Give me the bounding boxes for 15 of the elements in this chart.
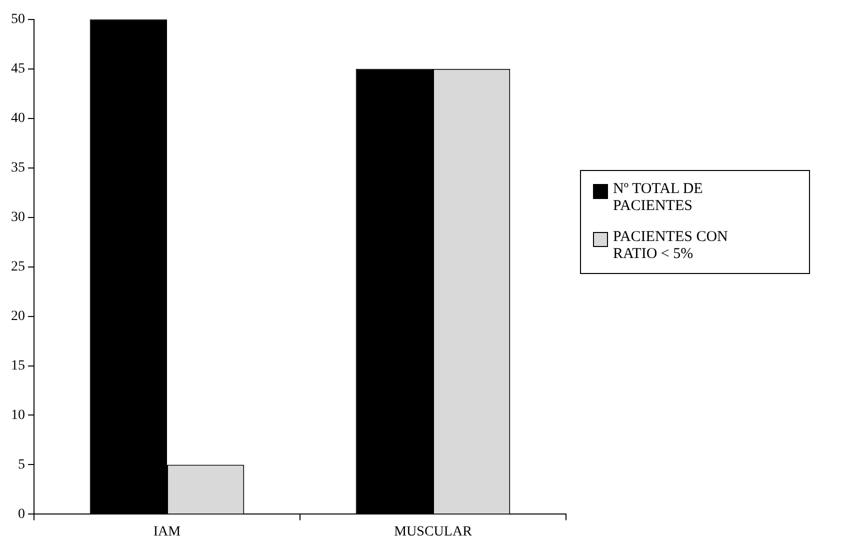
y-tick-label: 5	[18, 457, 25, 472]
y-tick-label: 10	[11, 408, 25, 423]
y-tick-label: 50	[11, 12, 25, 28]
x-tick-label: IAM	[153, 524, 182, 540]
legend-label: Nº TOTAL DE PACIENTES	[613, 181, 704, 215]
legend-label: PACIENTES CON RATIO < 5%	[613, 229, 729, 263]
y-tick-label: 25	[11, 259, 25, 274]
y-tick-label: 40	[11, 111, 25, 126]
y-tick-label: 20	[11, 308, 25, 324]
y-tick-label: 0	[18, 506, 25, 522]
x-tick-label: MUSCULAR	[394, 524, 473, 540]
y-tick-label: 30	[11, 210, 25, 225]
y-tick-label: 35	[11, 160, 25, 176]
y-tick-label: 15	[11, 358, 25, 374]
y-tick-label: 45	[11, 62, 25, 77]
